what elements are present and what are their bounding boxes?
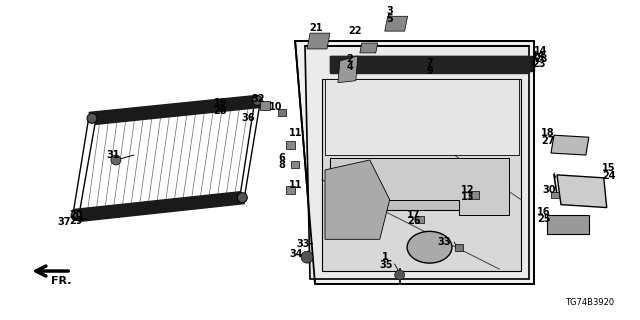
Text: 13: 13 xyxy=(461,192,474,202)
Text: 18: 18 xyxy=(541,128,555,138)
Text: 3: 3 xyxy=(387,6,393,16)
Bar xyxy=(285,141,294,149)
Text: 16: 16 xyxy=(537,206,551,217)
Circle shape xyxy=(252,96,262,106)
Text: 30: 30 xyxy=(542,185,556,195)
Polygon shape xyxy=(89,96,260,124)
Text: 9: 9 xyxy=(426,66,433,76)
Text: 20: 20 xyxy=(69,210,83,220)
Polygon shape xyxy=(338,56,358,83)
Text: TG74B3920: TG74B3920 xyxy=(564,298,614,307)
Bar xyxy=(260,101,270,110)
Polygon shape xyxy=(295,41,534,284)
Bar xyxy=(285,186,294,194)
Text: 23: 23 xyxy=(532,59,546,69)
Bar xyxy=(415,215,424,223)
Text: 5: 5 xyxy=(387,14,393,24)
Text: 27: 27 xyxy=(541,136,555,146)
Text: 10: 10 xyxy=(268,102,282,112)
Text: 37: 37 xyxy=(58,218,71,228)
Text: 15: 15 xyxy=(602,163,616,173)
Text: 28: 28 xyxy=(214,107,227,116)
Polygon shape xyxy=(73,192,244,221)
Polygon shape xyxy=(325,79,519,155)
Text: 6: 6 xyxy=(279,153,285,163)
Polygon shape xyxy=(330,160,499,210)
Text: FR.: FR. xyxy=(51,276,72,286)
Text: 11: 11 xyxy=(289,128,303,138)
Bar xyxy=(469,191,479,199)
Text: 7: 7 xyxy=(426,58,433,68)
Text: 24: 24 xyxy=(602,171,616,181)
Polygon shape xyxy=(325,160,390,239)
Polygon shape xyxy=(557,175,607,208)
Text: 1: 1 xyxy=(382,252,389,262)
Bar xyxy=(456,244,463,251)
Polygon shape xyxy=(360,43,378,53)
Polygon shape xyxy=(307,33,330,49)
Text: 22: 22 xyxy=(348,26,362,36)
Text: 17: 17 xyxy=(407,210,420,220)
Polygon shape xyxy=(322,79,521,271)
Text: 34: 34 xyxy=(289,249,303,259)
Bar xyxy=(551,192,559,198)
Text: 19: 19 xyxy=(214,99,227,108)
Text: 35: 35 xyxy=(379,260,392,270)
Text: 11: 11 xyxy=(289,180,303,190)
Polygon shape xyxy=(330,56,534,71)
Circle shape xyxy=(111,155,121,165)
Text: 14: 14 xyxy=(532,51,546,61)
Text: 26: 26 xyxy=(407,216,420,227)
Text: 21: 21 xyxy=(309,23,323,33)
Text: 14: 14 xyxy=(534,46,548,56)
Text: 33: 33 xyxy=(438,237,451,247)
Text: 12: 12 xyxy=(461,185,474,195)
Polygon shape xyxy=(330,158,509,214)
Ellipse shape xyxy=(407,231,452,263)
Polygon shape xyxy=(385,16,408,31)
Circle shape xyxy=(237,193,247,203)
Text: 23: 23 xyxy=(534,54,548,64)
Text: 36: 36 xyxy=(241,113,255,124)
Circle shape xyxy=(87,113,97,123)
Circle shape xyxy=(301,251,313,263)
Text: 8: 8 xyxy=(279,160,285,170)
Bar xyxy=(291,162,299,168)
Polygon shape xyxy=(330,56,529,73)
Polygon shape xyxy=(551,135,589,155)
Text: 32: 32 xyxy=(252,93,265,104)
Text: 2: 2 xyxy=(346,54,353,64)
Polygon shape xyxy=(305,46,529,279)
Text: 25: 25 xyxy=(537,214,551,224)
Circle shape xyxy=(395,270,404,280)
Text: 29: 29 xyxy=(69,216,83,227)
Text: 33-: 33- xyxy=(296,239,314,249)
Text: 31: 31 xyxy=(106,150,120,160)
Polygon shape xyxy=(547,214,589,234)
Circle shape xyxy=(71,211,81,220)
Text: 4: 4 xyxy=(346,62,353,72)
Bar xyxy=(278,109,286,116)
